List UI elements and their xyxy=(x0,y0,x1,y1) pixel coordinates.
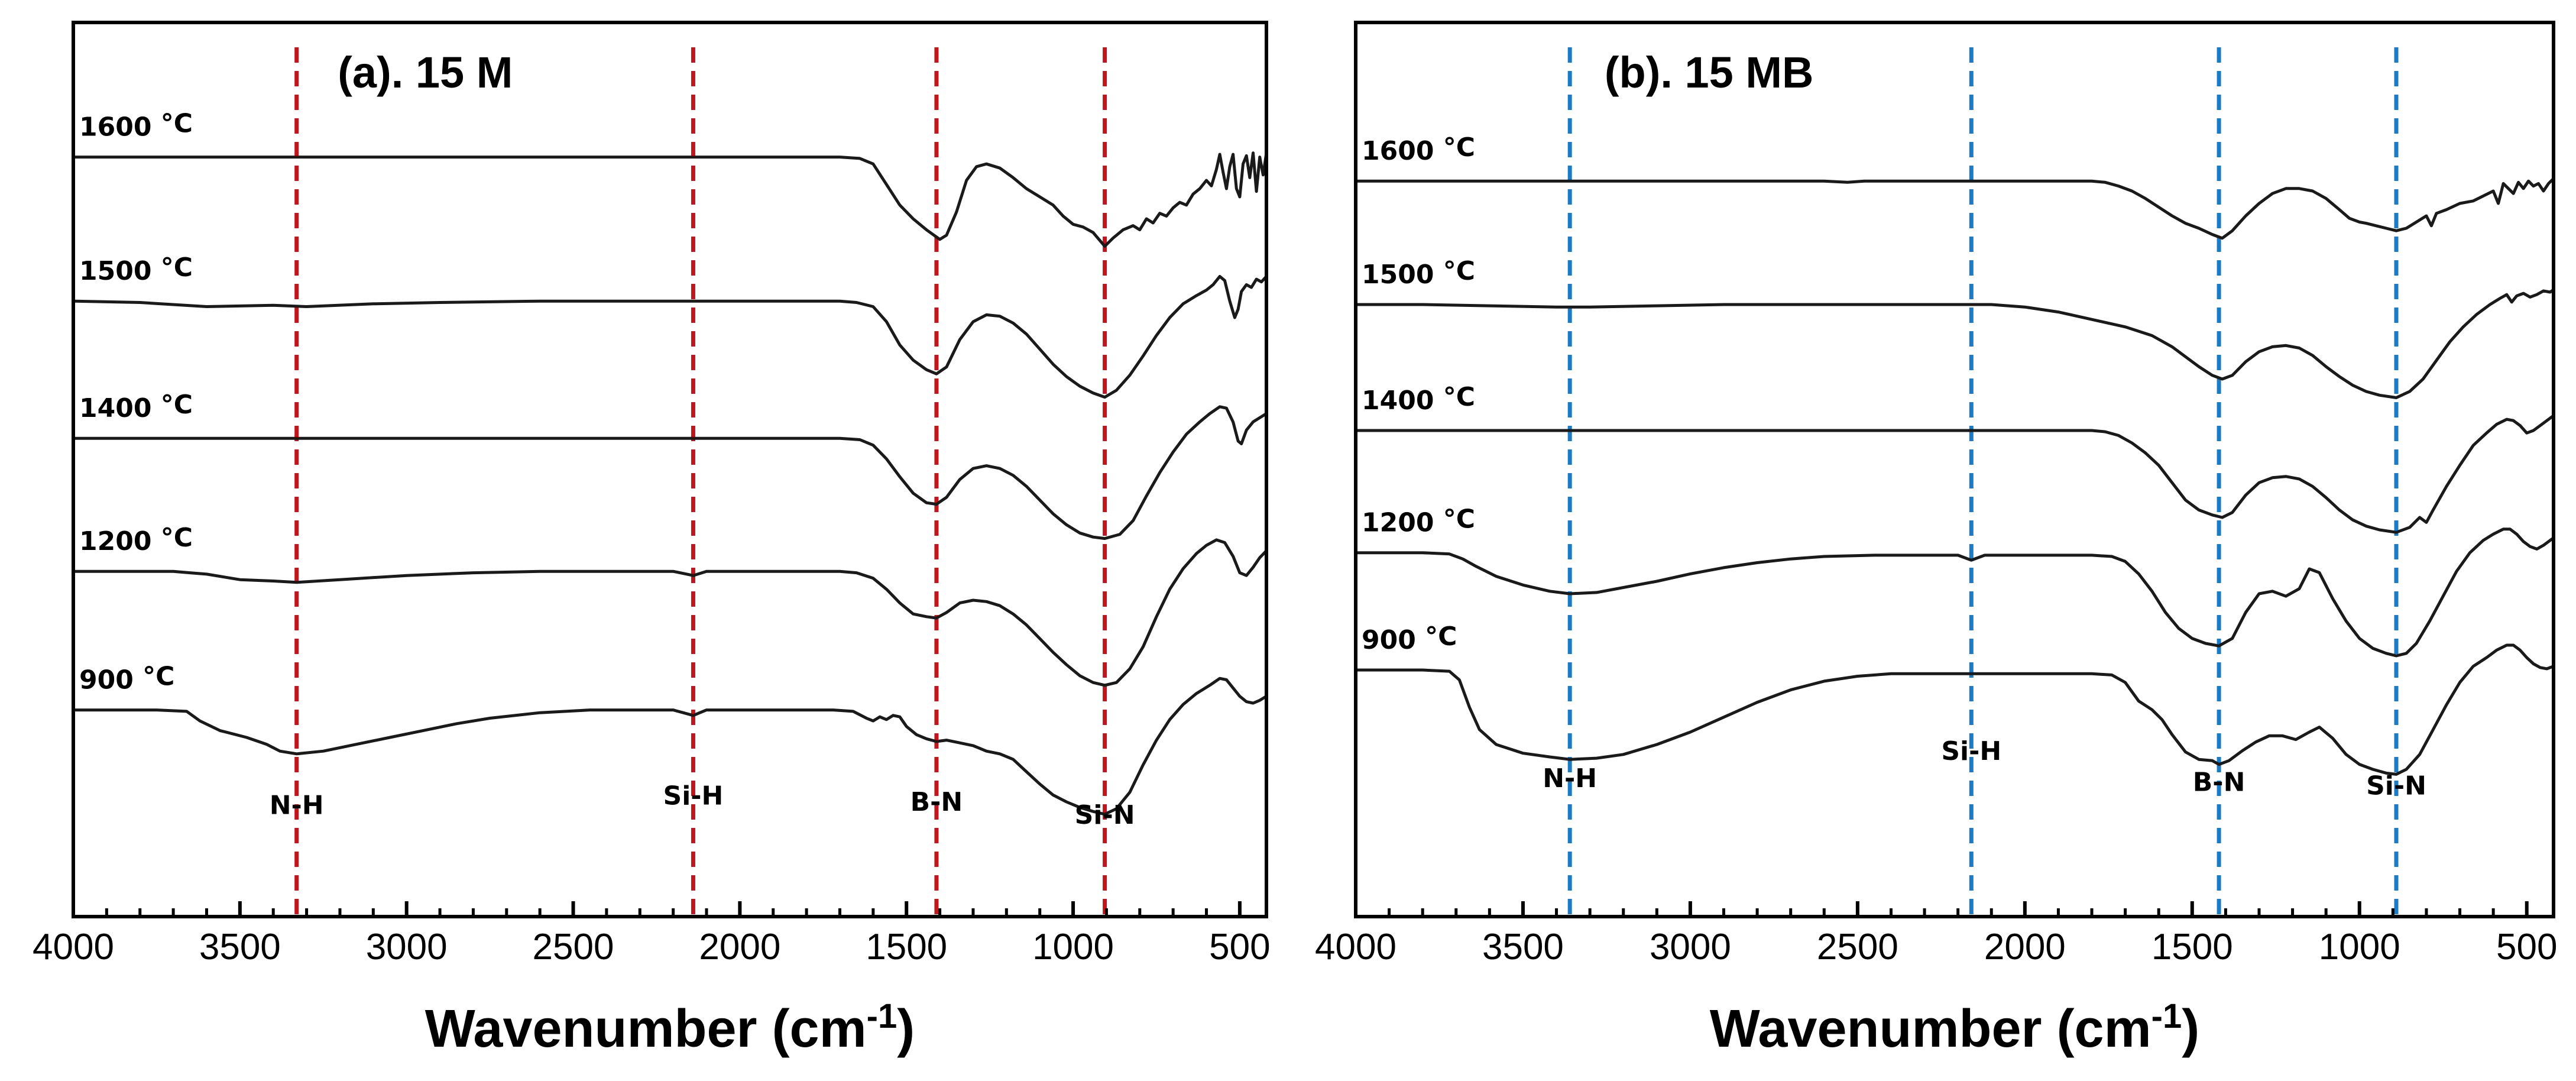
panel-b-series-label-1600: 1600 °C xyxy=(1362,132,1475,166)
panel-b-series-label-unit: °C xyxy=(1443,504,1475,535)
panel-b-series-label-900: 900 °C xyxy=(1362,622,1457,655)
panel-a-tick-label-2000: 2000 xyxy=(699,927,780,967)
panel-b-tick-label-2500: 2500 xyxy=(1817,927,1898,967)
panel-a-band-label-si-h: Si-H xyxy=(663,781,724,811)
panel-b-tick-label-3500: 3500 xyxy=(1482,927,1564,967)
panel-a-series-label-unit: °C xyxy=(161,523,193,553)
panel-b-band-label-si-h: Si-H xyxy=(1941,736,2001,766)
panel-a-spectrum-1400 xyxy=(73,405,1268,540)
panel-b-x-axis-title-sup: -1 xyxy=(2151,997,2182,1035)
panel-a-series-label-1500: 1500 °C xyxy=(79,253,193,286)
panel-a-tick-label-3500: 3500 xyxy=(199,927,281,967)
panel-b-series-label-unit: °C xyxy=(1443,382,1475,412)
panel-b-15mb: 1600 °C 1500 °C 1400 °C 1200 °C 900 °C N-H Si-… xyxy=(1288,0,2576,1081)
panel-b-series-label-unit: °C xyxy=(1443,132,1475,163)
panel-b-spectrum-1200 xyxy=(1356,527,2555,658)
panel-b-x-axis-title-main: Wavenumber (cm xyxy=(1710,999,2151,1059)
panel-a-x-axis-title-main: Wavenumber (cm xyxy=(425,999,867,1059)
panel-a-tick-label-4000: 4000 xyxy=(33,927,114,967)
panel-b-plot-frame xyxy=(1354,21,2555,918)
panel-a-series-label-900: 900 °C xyxy=(79,661,174,695)
panel-b-tick-label-1500: 1500 xyxy=(2151,927,2233,967)
panel-b-band-label-b-n: B-N xyxy=(2193,767,2246,797)
panel-a-spectrum-900 xyxy=(73,677,1268,816)
panel-b-series-label-1500: 1500 °C xyxy=(1362,256,1475,290)
panel-a-series-label-unit: °C xyxy=(161,253,193,283)
panel-a-series-label-1400: 1400 °C xyxy=(79,390,193,423)
panel-a-tick-label-1500: 1500 xyxy=(866,927,947,967)
panel-a-plot-frame xyxy=(72,21,1268,918)
panel-b-x-axis-title-close: ) xyxy=(2182,999,2199,1059)
panel-a-series-label-1600: 1600 °C xyxy=(79,108,193,142)
panel-a-spectrum-1500 xyxy=(73,274,1268,399)
panel-a-x-axis-title-close: ) xyxy=(897,999,915,1059)
panel-b-tick-label-3000: 3000 xyxy=(1650,927,1731,967)
panel-a-band-label-b-n: B-N xyxy=(910,787,963,817)
panel-b-tick-label-500: 500 xyxy=(2496,927,2557,967)
panel-a-tick-label-2500: 2500 xyxy=(533,927,614,967)
panel-a-tick-label-500: 500 xyxy=(1209,927,1270,967)
panel-b-series-label-1200: 1200 °C xyxy=(1362,504,1475,538)
panel-b-band-label-n-h: N-H xyxy=(1543,763,1597,794)
panel-a-series-label-unit: °C xyxy=(161,108,193,138)
panel-a-x-axis-title: Wavenumber (cm-1) xyxy=(425,997,915,1059)
panel-b-tick-label-2000: 2000 xyxy=(1984,927,2066,967)
panel-a-series-label-1200: 1200 °C xyxy=(79,523,193,556)
panel-a-series-label-unit: °C xyxy=(142,661,174,691)
panel-b-tick-label-1000: 1000 xyxy=(2319,927,2400,967)
panel-b-band-label-si-n: Si-N xyxy=(2366,771,2426,801)
panel-a-band-label-si-n: Si-N xyxy=(1075,800,1135,830)
panel-a-tick-label-3000: 3000 xyxy=(366,927,448,967)
panel-b-tick-label-4000: 4000 xyxy=(1315,927,1396,967)
panel-b-series-label-unit: °C xyxy=(1443,256,1475,286)
panel-a-panel-title: (a). 15 M xyxy=(338,48,513,97)
panel-b-spectrum-1500 xyxy=(1356,288,2555,399)
panel-a-x-axis-title-sup: -1 xyxy=(867,997,897,1035)
panel-a-band-label-n-h: N-H xyxy=(270,791,324,821)
panel-b-spectrum-900 xyxy=(1356,643,2554,776)
panel-a-spectrum-1600 xyxy=(73,151,1268,248)
panel-b-series-label-unit: °C xyxy=(1425,622,1457,652)
panel-a-tick-label-1000: 1000 xyxy=(1032,927,1114,967)
panel-b-series-label-1400: 1400 °C xyxy=(1362,382,1475,416)
panel-a-series-label-unit: °C xyxy=(161,390,193,420)
panel-b-spectrum-1600 xyxy=(1356,177,2555,240)
panel-a-15m: 1600 °C 1500 °C 1400 °C 1200 °C 900 °C N-H Si-… xyxy=(33,21,1271,1059)
panel-b-x-axis-title: Wavenumber (cm-1) xyxy=(1710,997,2199,1059)
panel-a-spectrum-1200 xyxy=(73,538,1268,687)
panel-b-spectrum-1400 xyxy=(1356,414,2555,534)
panel-b-panel-title: (b). 15 MB xyxy=(1605,48,1814,97)
